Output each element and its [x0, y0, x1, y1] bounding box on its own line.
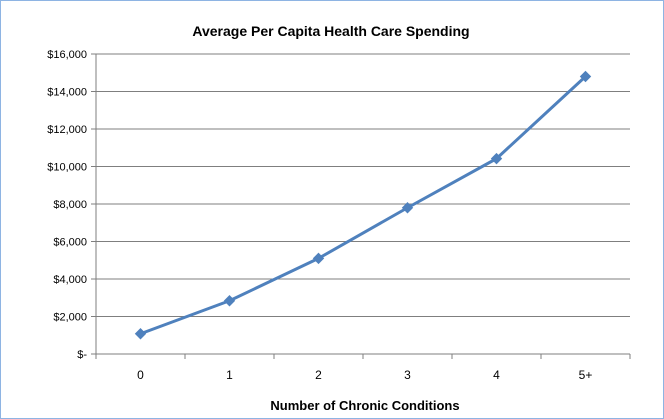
y-tick-label: $4,000	[53, 274, 87, 286]
data-point-diamond-icon	[134, 328, 147, 340]
x-axis-label: Number of Chronic Conditions	[270, 398, 459, 413]
x-tick-label: 2	[315, 368, 322, 382]
series-group	[134, 70, 592, 340]
y-tick-label: $12,000	[47, 124, 87, 136]
chart-title: Average Per Capita Health Care Spending	[192, 23, 469, 39]
x-tick-label: 4	[493, 368, 500, 382]
y-tick-label: $16,000	[47, 49, 87, 61]
y-tick-label: $10,000	[47, 162, 87, 174]
x-tick-label: 0	[137, 368, 144, 382]
y-tick-label: $6,000	[53, 237, 87, 249]
y-tick-label: $14,000	[47, 87, 87, 99]
y-tick-label: $-	[77, 349, 87, 361]
data-point-diamond-icon	[312, 252, 325, 265]
data-point-diamond-icon	[490, 152, 503, 165]
data-point-diamond-icon	[579, 70, 592, 83]
x-axis-ticks: 0 1 2 3 4 5+	[95, 354, 631, 382]
x-tick-label: 1	[226, 368, 233, 382]
x-tick-label: 3	[404, 368, 411, 382]
x-tick-label: 5+	[579, 368, 593, 382]
y-tick-label: $8,000	[53, 199, 87, 211]
series-line	[139, 75, 587, 336]
gridlines	[95, 53, 630, 355]
data-point-diamond-icon	[223, 295, 236, 307]
y-axis-ticks: $- $2,000 $4,000 $6,000 $8,000 $10,000 $12,000…	[47, 49, 96, 361]
y-tick-label: $2,000	[53, 312, 87, 324]
data-point-diamond-icon	[401, 202, 414, 214]
